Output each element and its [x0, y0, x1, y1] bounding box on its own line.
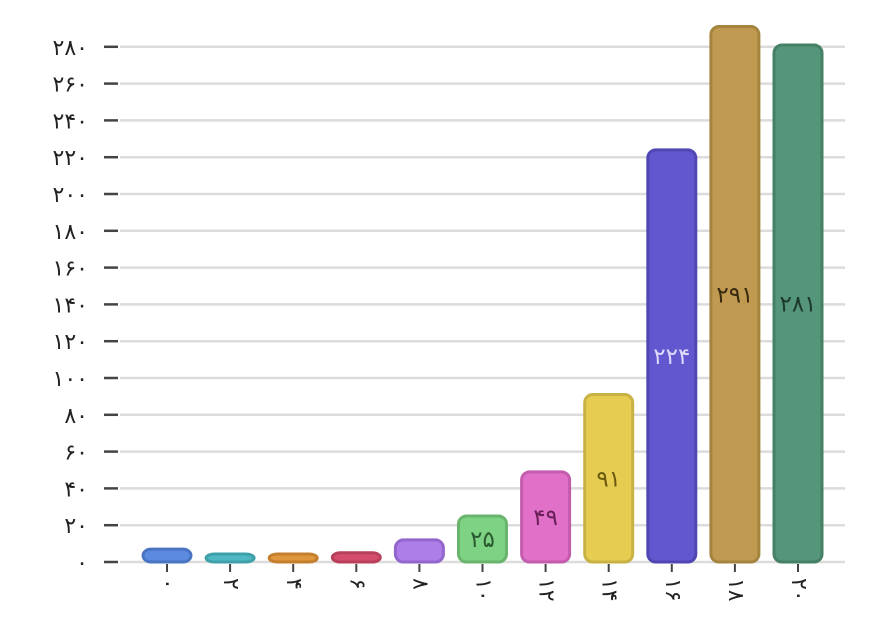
bar-value-label: ۴۹ — [533, 505, 558, 531]
x-tick-label: ۱۴ — [597, 578, 622, 602]
y-tick-label: ۱۸۰ — [53, 220, 88, 245]
bar — [772, 43, 824, 564]
y-tick-label: ۴۰ — [64, 477, 88, 502]
bar-value-label: ۲۹۱ — [716, 282, 753, 308]
bars: ۲۵ ۴۹ ۹۱ ۲۲۴ ۲۹۱ ۲۸۱ — [141, 25, 824, 564]
x-axis: ۰ ۲ ۴ ۶ ۸ ۱۰ ۱۲ ۱۴ ۱۶ ۱۸ ۲۰ — [155, 564, 811, 602]
y-tick-label: ۲۴۰ — [53, 109, 88, 134]
y-tick-label: ۲۲۰ — [53, 146, 88, 171]
y-tick-label: ۱۲۰ — [53, 330, 88, 355]
y-axis: ۰ ۲۰ ۴۰ ۶۰ ۸۰ ۱۰۰ ۱۲۰ ۱۴۰ ۱۶۰ ۱۸۰ ۲۰۰ ۲۲۰ ۲۴۰ ۲۶۰ ۲۸۰ — [53, 36, 118, 576]
bar — [393, 538, 445, 564]
bar — [709, 25, 761, 564]
x-tick-label: ۲ — [218, 578, 243, 590]
x-tick-label: ۴ — [281, 578, 306, 590]
bar-value-label: ۲۵ — [470, 527, 495, 553]
bar — [457, 514, 508, 564]
y-tick-label: ۰ — [76, 551, 88, 576]
y-tick-label: ۶۰ — [64, 441, 88, 466]
x-tick-label: ۱۲ — [534, 578, 559, 602]
bar — [583, 393, 635, 564]
bar — [204, 552, 256, 564]
x-tick-label: ۱۸ — [723, 578, 748, 602]
x-tick-label: ۶ — [344, 578, 369, 590]
x-tick-label: ۱۰ — [471, 578, 496, 602]
y-tick-label: ۲۸۰ — [53, 36, 88, 61]
bar-value-label: ۲۸۱ — [779, 291, 816, 317]
y-tick-label: ۸۰ — [64, 404, 88, 429]
bar — [520, 470, 572, 564]
bar — [330, 551, 382, 564]
x-tick-label: ۲۰ — [786, 578, 811, 602]
bar — [646, 148, 698, 564]
y-tick-label: ۲۰ — [64, 514, 88, 539]
x-tick-label: ۰ — [155, 578, 180, 590]
y-tick-label: ۲۰۰ — [53, 183, 88, 208]
x-tick-label: ۸ — [407, 578, 432, 590]
bar — [141, 547, 193, 564]
y-tick-label: ۱۶۰ — [53, 257, 88, 282]
y-tick-label: ۱۰۰ — [53, 367, 88, 392]
y-tick-label: ۲۶۰ — [53, 73, 88, 98]
x-tick-label: ۱۶ — [660, 578, 685, 602]
bar-value-label: ۲۲۴ — [653, 344, 690, 370]
bar — [267, 552, 319, 564]
y-tick-label: ۱۴۰ — [53, 293, 88, 318]
bar-value-label: ۹۱ — [596, 466, 621, 492]
